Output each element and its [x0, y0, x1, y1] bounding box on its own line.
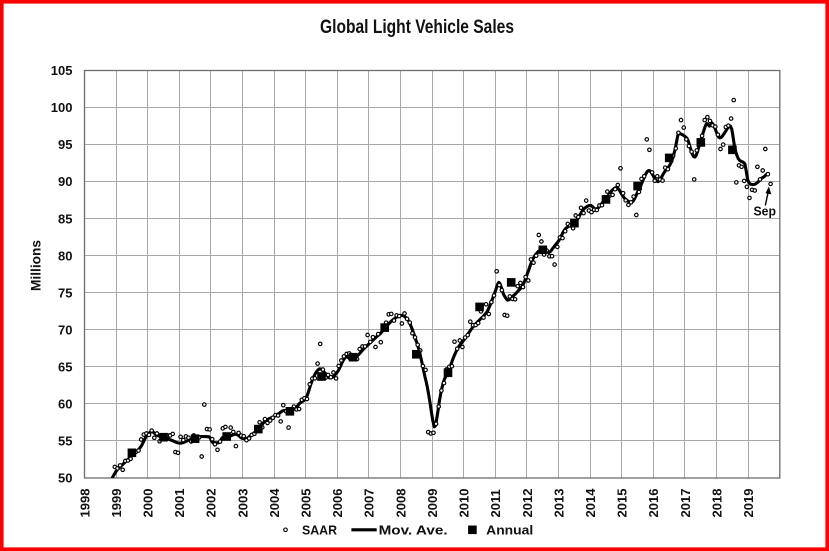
- svg-text:1998: 1998: [77, 489, 92, 518]
- svg-text:2016: 2016: [646, 489, 661, 518]
- svg-text:2011: 2011: [488, 489, 503, 517]
- svg-text:2017: 2017: [678, 489, 693, 518]
- svg-text:75: 75: [58, 285, 72, 300]
- svg-text:2004: 2004: [267, 488, 282, 518]
- svg-text:1999: 1999: [109, 489, 124, 518]
- svg-text:2007: 2007: [362, 489, 377, 518]
- svg-text:Mov. Ave.: Mov. Ave.: [379, 522, 448, 537]
- svg-text:2005: 2005: [299, 489, 314, 518]
- svg-text:Global Light Vehicle Sales: Global Light Vehicle Sales: [320, 17, 514, 38]
- svg-text:2014: 2014: [583, 488, 598, 518]
- svg-text:95: 95: [58, 137, 72, 152]
- svg-text:105: 105: [51, 63, 73, 78]
- svg-text:50: 50: [58, 471, 72, 486]
- svg-text:90: 90: [58, 174, 72, 189]
- svg-text:2019: 2019: [741, 489, 756, 518]
- svg-text:2002: 2002: [204, 489, 219, 518]
- svg-text:2015: 2015: [615, 489, 630, 518]
- svg-text:2018: 2018: [709, 489, 724, 518]
- svg-text:80: 80: [58, 248, 72, 263]
- svg-text:100: 100: [51, 100, 73, 115]
- svg-text:SAAR: SAAR: [302, 522, 338, 537]
- svg-text:2009: 2009: [425, 489, 440, 518]
- svg-text:2008: 2008: [393, 489, 408, 518]
- svg-text:2013: 2013: [551, 489, 566, 518]
- svg-text:2010: 2010: [457, 489, 472, 518]
- svg-text:2000: 2000: [141, 489, 156, 518]
- svg-text:Annual: Annual: [486, 522, 533, 537]
- svg-text:60: 60: [58, 397, 72, 412]
- svg-text:Millions: Millions: [28, 240, 44, 291]
- svg-text:65: 65: [58, 360, 72, 375]
- svg-text:2003: 2003: [235, 489, 250, 518]
- svg-text:55: 55: [58, 434, 72, 449]
- svg-text:2012: 2012: [520, 489, 535, 518]
- svg-text:70: 70: [58, 322, 72, 337]
- svg-text:85: 85: [58, 211, 72, 226]
- svg-text:2001: 2001: [172, 489, 187, 518]
- svg-text:2006: 2006: [330, 489, 345, 518]
- svg-text:Sep: Sep: [754, 204, 777, 219]
